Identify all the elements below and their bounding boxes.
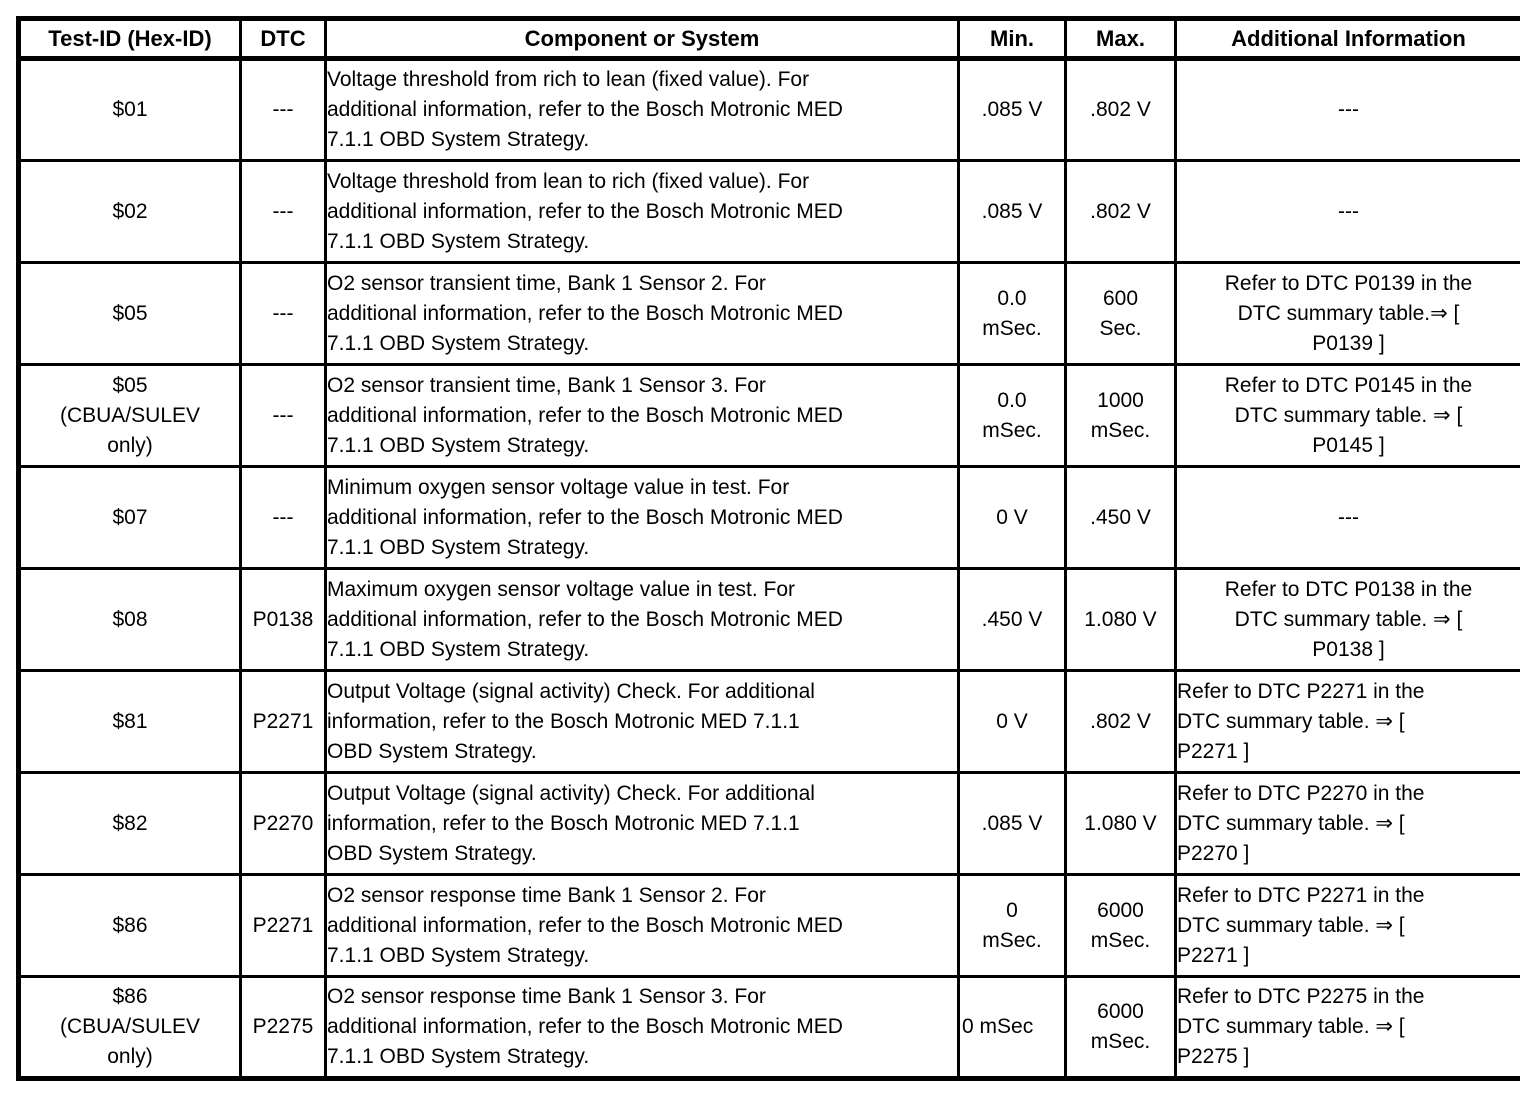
cell-max: .802 V (1066, 671, 1176, 773)
cell-additional-info: Refer to DTC P0138 in the DTC summary ta… (1176, 569, 1520, 671)
cell-additional-info: --- (1176, 59, 1520, 161)
cell-max: 1.080 V (1066, 773, 1176, 875)
cell-test-id: $02 (19, 161, 241, 263)
header-test-id: Test-ID (Hex-ID) (19, 19, 241, 59)
cell-dtc: P2270 (241, 773, 326, 875)
cell-test-id: $07 (19, 467, 241, 569)
cell-max: 6000 mSec. (1066, 875, 1176, 977)
table-row: $01 --- Voltage threshold from rich to l… (19, 59, 1520, 161)
cell-dtc: P2275 (241, 977, 326, 1079)
cell-max: 600 Sec. (1066, 263, 1176, 365)
cell-test-id: $82 (19, 773, 241, 875)
table-header: Test-ID (Hex-ID) DTC Component or System… (19, 19, 1520, 59)
cell-min: .085 V (959, 59, 1066, 161)
cell-component: Output Voltage (signal activity) Check. … (326, 773, 959, 875)
cell-dtc: --- (241, 365, 326, 467)
cell-min: 0 mSec (959, 977, 1066, 1079)
cell-test-id: $86 (19, 875, 241, 977)
table-row: $07 --- Minimum oxygen sensor voltage va… (19, 467, 1520, 569)
header-dtc: DTC (241, 19, 326, 59)
cell-max: .802 V (1066, 161, 1176, 263)
table-row: $82 P2270 Output Voltage (signal activit… (19, 773, 1520, 875)
header-component-or-system: Component or System (326, 19, 959, 59)
cell-additional-info: Refer to DTC P2270 in the DTC summary ta… (1176, 773, 1520, 875)
cell-min: 0 V (959, 671, 1066, 773)
cell-min: 0.0 mSec. (959, 263, 1066, 365)
cell-dtc: P0138 (241, 569, 326, 671)
cell-component: Maximum oxygen sensor voltage value in t… (326, 569, 959, 671)
cell-additional-info: Refer to DTC P2271 in the DTC summary ta… (1176, 875, 1520, 977)
cell-min: 0 V (959, 467, 1066, 569)
header-min: Min. (959, 19, 1066, 59)
header-max: Max. (1066, 19, 1176, 59)
cell-additional-info: --- (1176, 467, 1520, 569)
cell-additional-info: Refer to DTC P0139 in the DTC summary ta… (1176, 263, 1520, 365)
header-row: Test-ID (Hex-ID) DTC Component or System… (19, 19, 1520, 59)
table-row: $02 --- Voltage threshold from lean to r… (19, 161, 1520, 263)
cell-test-id: $81 (19, 671, 241, 773)
cell-min: .450 V (959, 569, 1066, 671)
cell-additional-info: Refer to DTC P0145 in the DTC summary ta… (1176, 365, 1520, 467)
table-row: $08 P0138 Maximum oxygen sensor voltage … (19, 569, 1520, 671)
cell-test-id: $86 (CBUA/SULEV only) (19, 977, 241, 1079)
cell-dtc: P2271 (241, 671, 326, 773)
cell-max: 1000 mSec. (1066, 365, 1176, 467)
cell-component: O2 sensor transient time, Bank 1 Sensor … (326, 263, 959, 365)
cell-min: .085 V (959, 161, 1066, 263)
table-row: $05 (CBUA/SULEV only) --- O2 sensor tran… (19, 365, 1520, 467)
cell-component: Voltage threshold from rich to lean (fix… (326, 59, 959, 161)
cell-dtc: --- (241, 263, 326, 365)
cell-dtc: --- (241, 467, 326, 569)
cell-test-id: $05 (CBUA/SULEV only) (19, 365, 241, 467)
cell-test-id: $08 (19, 569, 241, 671)
table-row: $81 P2271 Output Voltage (signal activit… (19, 671, 1520, 773)
cell-max: 6000 mSec. (1066, 977, 1176, 1079)
cell-component: O2 sensor response time Bank 1 Sensor 3.… (326, 977, 959, 1079)
obd-test-spec-table: Test-ID (Hex-ID) DTC Component or System… (16, 16, 1520, 1081)
cell-additional-info: --- (1176, 161, 1520, 263)
table-row: $86 (CBUA/SULEV only) P2275 O2 sensor re… (19, 977, 1520, 1079)
header-additional-information: Additional Information (1176, 19, 1520, 59)
cell-component: O2 sensor transient time, Bank 1 Sensor … (326, 365, 959, 467)
cell-additional-info: Refer to DTC P2271 in the DTC summary ta… (1176, 671, 1520, 773)
cell-dtc: P2271 (241, 875, 326, 977)
cell-component: Minimum oxygen sensor voltage value in t… (326, 467, 959, 569)
cell-dtc: --- (241, 161, 326, 263)
cell-min: 0.0 mSec. (959, 365, 1066, 467)
cell-dtc: --- (241, 59, 326, 161)
cell-test-id: $05 (19, 263, 241, 365)
table-row: $05 --- O2 sensor transient time, Bank 1… (19, 263, 1520, 365)
cell-component: Voltage threshold from lean to rich (fix… (326, 161, 959, 263)
cell-max: 1.080 V (1066, 569, 1176, 671)
cell-test-id: $01 (19, 59, 241, 161)
cell-min: 0 mSec. (959, 875, 1066, 977)
cell-component: O2 sensor response time Bank 1 Sensor 2.… (326, 875, 959, 977)
cell-additional-info: Refer to DTC P2275 in the DTC summary ta… (1176, 977, 1520, 1079)
cell-component: Output Voltage (signal activity) Check. … (326, 671, 959, 773)
cell-min: .085 V (959, 773, 1066, 875)
cell-max: .802 V (1066, 59, 1176, 161)
table-row: $86 P2271 O2 sensor response time Bank 1… (19, 875, 1520, 977)
table-body: $01 --- Voltage threshold from rich to l… (19, 59, 1520, 1079)
cell-max: .450 V (1066, 467, 1176, 569)
